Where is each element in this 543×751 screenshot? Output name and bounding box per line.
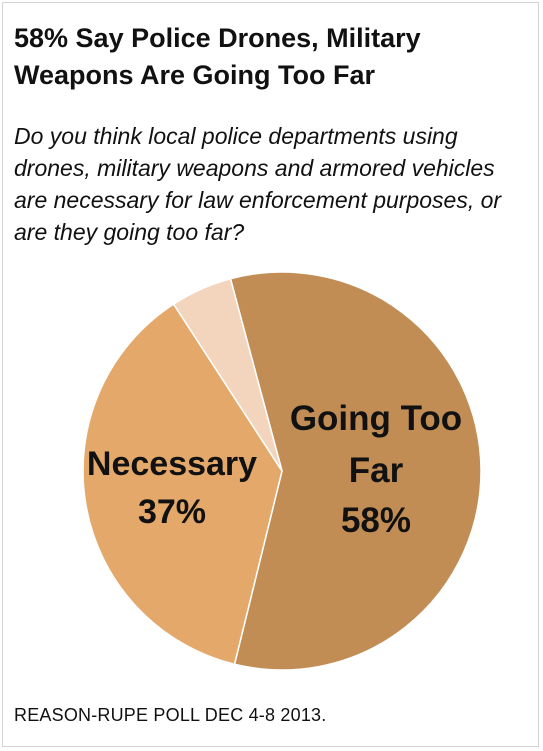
pie-slice-going-too-far bbox=[229, 271, 482, 671]
slice-value-going-too-far: 58% bbox=[341, 501, 411, 540]
slice-label-going-too-far: Far bbox=[349, 451, 404, 490]
survey-question: Do you think local police departments us… bbox=[14, 123, 502, 245]
source-note: REASON-RUPE POLL DEC 4-8 2013. bbox=[14, 705, 327, 725]
slice-label-going-too-far: Going Too bbox=[290, 399, 462, 438]
chart-title: 58% Say Police Drones, Military Weapons … bbox=[14, 23, 421, 90]
pie-slice-other bbox=[172, 277, 283, 472]
slice-label-necessary: Necessary bbox=[87, 445, 257, 483]
pie-slice-necessary bbox=[82, 303, 283, 666]
slice-value-necessary: 37% bbox=[138, 493, 206, 531]
